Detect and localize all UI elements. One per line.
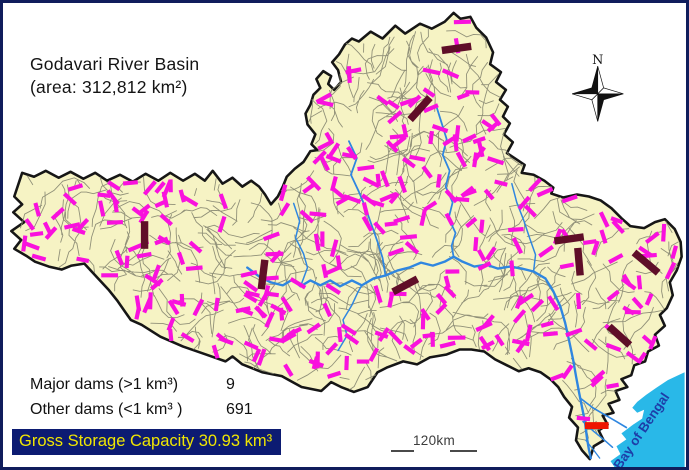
legend-row-major-dams: Major dams (>1 km³) 9 <box>30 372 253 397</box>
major-dam-markers <box>140 42 661 348</box>
dam-legend: Major dams (>1 km³) 9 Other dams (<1 km³… <box>30 372 253 422</box>
compass-north-letter: N <box>592 53 603 68</box>
scale-bar-line-right <box>450 450 477 452</box>
scale-bar-line-left <box>391 450 414 452</box>
major-dams-count: 9 <box>226 376 235 393</box>
other-dams-count: 691 <box>226 401 253 418</box>
other-dams-label: Other dams (<1 km³ ) <box>30 401 183 418</box>
scale-bar: 120km <box>391 433 477 455</box>
gross-storage-banner: Gross Storage Capacity 30.93 km³ <box>12 429 282 455</box>
basin-shape <box>10 11 683 461</box>
map-title-line1: Godavari River Basin <box>30 54 200 74</box>
basin-map-canvas: Bay of Bengal N <box>10 11 685 467</box>
other-dam-markers <box>21 19 679 422</box>
bay-of-bengal-water <box>610 372 685 467</box>
map-title: Godavari River Basin (area: 312,812 km²) <box>30 53 199 99</box>
legend-row-other-dams: Other dams (<1 km³ ) 691 <box>30 397 253 422</box>
map-title-line2: (area: 312,812 km²) <box>30 77 188 97</box>
compass-icon: N <box>571 53 624 122</box>
major-dams-label: Major dams (>1 km³) <box>30 376 179 393</box>
scale-bar-label: 120km <box>412 433 456 448</box>
